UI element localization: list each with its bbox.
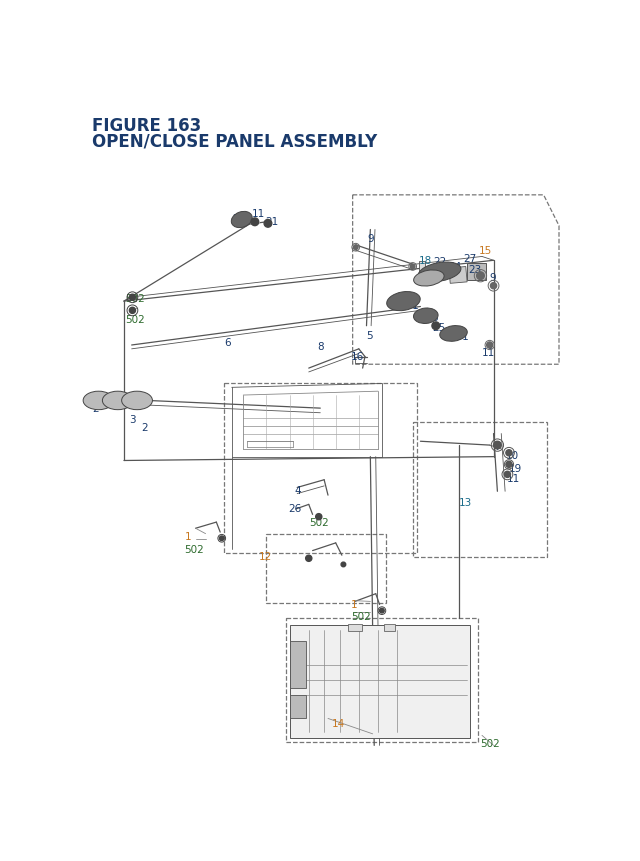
Text: 502: 502 xyxy=(125,294,145,304)
Text: 502: 502 xyxy=(125,315,145,325)
Circle shape xyxy=(380,609,384,613)
Bar xyxy=(289,696,307,719)
Text: 22: 22 xyxy=(433,257,447,267)
Circle shape xyxy=(432,323,440,331)
Text: 27: 27 xyxy=(463,254,476,264)
Text: 7: 7 xyxy=(494,442,501,452)
Text: 13: 13 xyxy=(459,498,472,508)
Text: 9: 9 xyxy=(367,234,374,244)
Text: 19: 19 xyxy=(509,463,522,474)
Ellipse shape xyxy=(387,292,420,312)
Text: 11: 11 xyxy=(507,474,520,483)
Circle shape xyxy=(264,220,272,228)
Circle shape xyxy=(493,442,501,449)
Circle shape xyxy=(220,536,224,541)
Bar xyxy=(467,263,486,280)
Circle shape xyxy=(506,461,512,468)
Bar xyxy=(384,624,395,632)
Bar xyxy=(413,423,547,557)
Ellipse shape xyxy=(83,392,114,410)
Text: 4: 4 xyxy=(294,486,301,496)
Text: 15: 15 xyxy=(479,245,492,256)
Circle shape xyxy=(486,343,493,349)
Text: OPEN/CLOSE PANEL ASSEMBLY: OPEN/CLOSE PANEL ASSEMBLY xyxy=(92,133,378,151)
Bar xyxy=(419,262,425,276)
Text: 2: 2 xyxy=(92,403,99,413)
Circle shape xyxy=(490,283,497,289)
Text: 1: 1 xyxy=(185,531,191,541)
Circle shape xyxy=(477,273,484,280)
Ellipse shape xyxy=(122,392,152,410)
Text: 502: 502 xyxy=(351,611,371,622)
Circle shape xyxy=(129,308,136,314)
Text: 502: 502 xyxy=(184,544,204,554)
Text: 9: 9 xyxy=(490,273,497,282)
Bar xyxy=(449,267,467,284)
Ellipse shape xyxy=(102,392,133,410)
Text: 23: 23 xyxy=(468,265,481,275)
Ellipse shape xyxy=(419,263,461,282)
Circle shape xyxy=(251,219,259,226)
Text: 2: 2 xyxy=(141,423,148,432)
Text: 26: 26 xyxy=(288,504,301,513)
Bar xyxy=(348,624,362,632)
Circle shape xyxy=(341,562,346,567)
Text: 14: 14 xyxy=(332,719,345,728)
Circle shape xyxy=(129,294,136,301)
Ellipse shape xyxy=(413,270,444,287)
Text: 17: 17 xyxy=(426,267,439,277)
Text: 11: 11 xyxy=(252,208,265,219)
Text: 3: 3 xyxy=(129,415,136,424)
Text: 25: 25 xyxy=(433,323,446,332)
Text: 5: 5 xyxy=(367,331,373,341)
Ellipse shape xyxy=(231,212,252,228)
Bar xyxy=(266,534,386,604)
Bar xyxy=(285,618,478,741)
Circle shape xyxy=(306,555,312,561)
Circle shape xyxy=(353,245,358,251)
Text: 10: 10 xyxy=(506,451,519,461)
Text: 16: 16 xyxy=(350,352,364,362)
Text: 1: 1 xyxy=(350,599,357,610)
Text: 20: 20 xyxy=(232,214,246,223)
Text: 11: 11 xyxy=(482,348,495,358)
Text: 12: 12 xyxy=(259,552,272,561)
Ellipse shape xyxy=(413,308,438,324)
Text: 18: 18 xyxy=(419,256,432,265)
Circle shape xyxy=(506,450,512,456)
Text: 502: 502 xyxy=(481,738,500,748)
Text: 6: 6 xyxy=(224,338,230,348)
Circle shape xyxy=(504,472,511,478)
Bar xyxy=(289,641,307,688)
Text: 8: 8 xyxy=(317,342,324,352)
Text: 502: 502 xyxy=(310,517,329,527)
Circle shape xyxy=(316,514,322,520)
Ellipse shape xyxy=(440,326,467,342)
Bar xyxy=(289,625,470,739)
Text: 503: 503 xyxy=(420,313,440,323)
Text: 21: 21 xyxy=(265,217,278,227)
Circle shape xyxy=(410,265,415,269)
Text: 501: 501 xyxy=(399,301,419,311)
Bar xyxy=(224,384,417,554)
Text: 24: 24 xyxy=(448,262,461,272)
Text: FIGURE 163: FIGURE 163 xyxy=(92,117,202,135)
Text: 501: 501 xyxy=(449,331,468,342)
